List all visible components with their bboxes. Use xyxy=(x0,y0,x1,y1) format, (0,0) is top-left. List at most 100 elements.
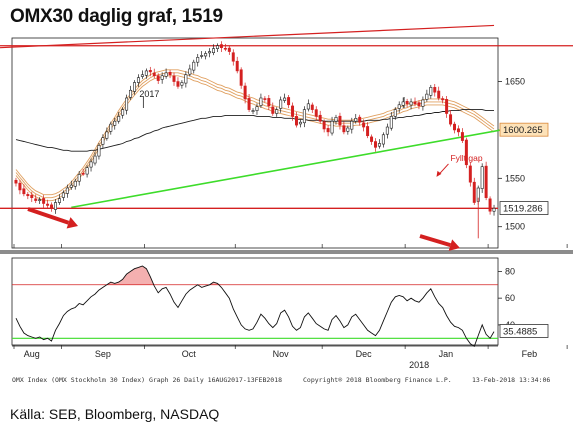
candle-body xyxy=(133,82,136,92)
candle xyxy=(50,202,54,212)
candle-body xyxy=(93,155,97,164)
candle xyxy=(326,125,330,137)
candle xyxy=(69,180,73,190)
candle xyxy=(429,84,433,99)
annotation-fyllt-gap: Fyllt gap xyxy=(450,153,482,163)
candle xyxy=(65,184,69,198)
candle xyxy=(468,162,472,187)
year-label-2017: 2017 xyxy=(139,89,159,99)
candle xyxy=(366,122,370,139)
price-tag-box xyxy=(499,201,549,215)
rsi-line xyxy=(15,265,495,347)
candle xyxy=(445,95,449,118)
month-label: Sep xyxy=(95,349,111,359)
candle-body xyxy=(409,101,413,106)
candle xyxy=(18,179,22,195)
candle-body xyxy=(377,143,381,147)
candle-body xyxy=(57,198,61,203)
candle xyxy=(133,80,136,95)
candle xyxy=(81,168,85,176)
candle-body xyxy=(38,199,42,201)
candle xyxy=(358,114,362,126)
candle xyxy=(117,112,121,124)
candle-body xyxy=(306,103,310,110)
candle xyxy=(227,45,231,55)
candle-body xyxy=(117,116,121,122)
candle xyxy=(393,107,397,120)
candle-body xyxy=(140,74,144,77)
candle-body xyxy=(413,101,417,105)
candle-body xyxy=(488,198,492,212)
candle xyxy=(334,114,338,125)
candle xyxy=(338,112,342,130)
candle-body xyxy=(172,75,176,82)
candle-body xyxy=(243,85,247,100)
candle-body xyxy=(251,110,255,112)
candle-body xyxy=(144,70,148,76)
candle-body xyxy=(334,117,338,122)
candle xyxy=(322,119,326,133)
month-label: Nov xyxy=(273,349,290,359)
candle xyxy=(42,195,46,208)
candle xyxy=(212,44,216,56)
candle-body xyxy=(50,204,54,209)
ma-band-line-1 xyxy=(15,69,495,196)
candle-body xyxy=(42,198,46,204)
candle xyxy=(113,117,117,130)
candle-body xyxy=(204,53,208,57)
support-trend-line xyxy=(71,123,534,209)
candle-body xyxy=(417,102,421,107)
candle-body xyxy=(429,87,433,96)
year-label-2018: 2018 xyxy=(409,360,429,370)
candle xyxy=(271,102,275,116)
price-tick-label: 1500 xyxy=(505,222,525,232)
candle-body xyxy=(421,99,425,107)
candle xyxy=(200,51,204,59)
candle-body xyxy=(346,127,350,132)
candle xyxy=(152,68,156,79)
candle-body xyxy=(192,61,196,71)
candle-body xyxy=(73,180,77,187)
candle-body xyxy=(330,120,334,134)
candle-body xyxy=(397,104,401,109)
candle xyxy=(397,101,401,113)
candle xyxy=(283,93,287,103)
candle-body xyxy=(445,99,449,114)
candle xyxy=(302,106,306,128)
candle-body xyxy=(219,44,223,48)
candle xyxy=(192,59,196,74)
candle-body xyxy=(456,128,460,133)
price-tag-label: 1519.286 xyxy=(503,204,543,215)
candle-body xyxy=(235,60,239,72)
candle-body xyxy=(314,109,318,117)
candle-body xyxy=(113,120,117,126)
candle xyxy=(57,194,61,205)
candle-body xyxy=(46,203,50,206)
candle-body xyxy=(109,123,113,132)
candle xyxy=(464,137,468,169)
candle-body xyxy=(393,109,397,117)
candle xyxy=(492,204,496,216)
source-note: Källa: SEB, Bloomberg, NASDAQ xyxy=(10,406,220,422)
candle-body xyxy=(271,106,275,114)
candle-body xyxy=(223,47,227,50)
ma-band-line-3 xyxy=(15,75,495,202)
candle xyxy=(231,49,235,66)
candle xyxy=(401,97,405,108)
candle xyxy=(160,72,164,84)
candle xyxy=(97,143,101,160)
candle-body xyxy=(468,165,472,183)
candle xyxy=(488,196,492,215)
candle xyxy=(346,125,350,135)
candle-body xyxy=(370,136,374,142)
candle xyxy=(330,116,334,136)
candle xyxy=(164,68,168,79)
candle xyxy=(184,71,188,88)
price-tag-box xyxy=(499,122,549,137)
candle xyxy=(306,99,310,112)
candle-body xyxy=(77,174,81,182)
candle-body xyxy=(259,97,263,106)
candle-body xyxy=(34,198,38,201)
candle-body xyxy=(97,145,101,157)
candle-body xyxy=(85,167,89,175)
